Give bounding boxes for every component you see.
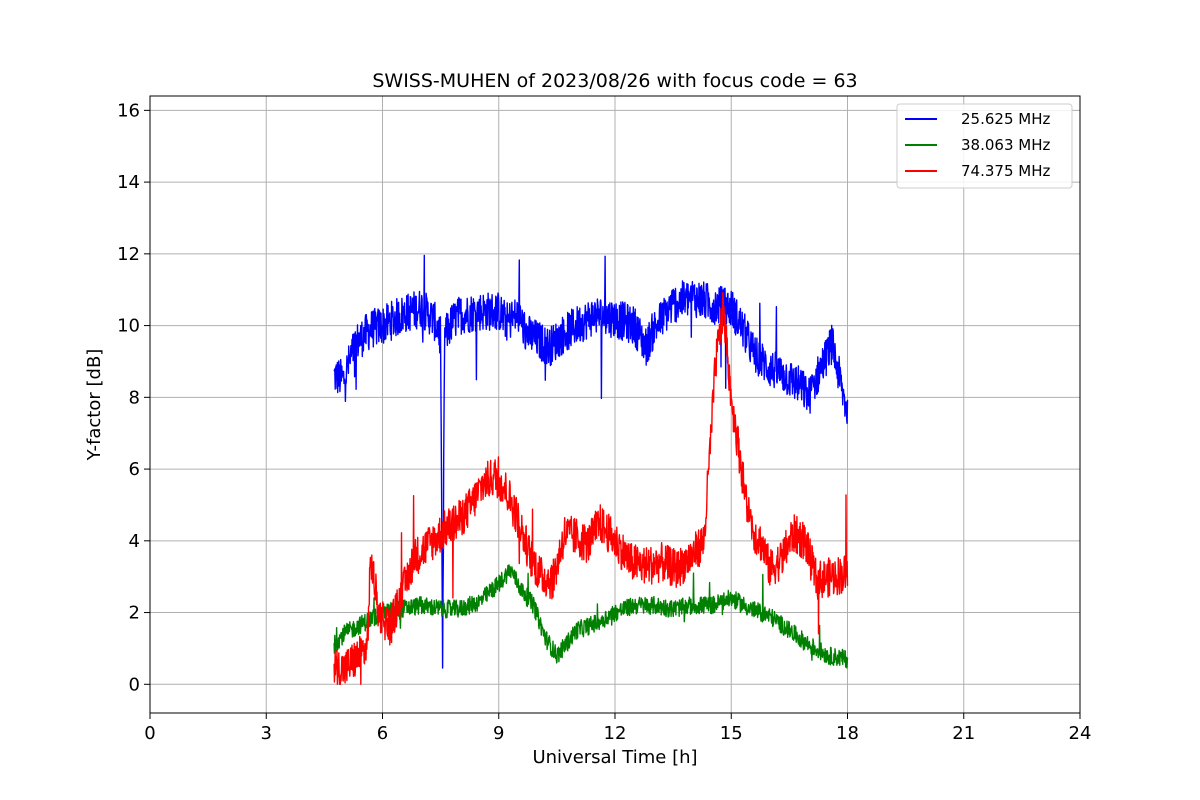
x-tick-label: 21: [952, 723, 975, 744]
x-tick-label: 3: [261, 723, 272, 744]
legend-entry: 74.375 MHz: [961, 162, 1050, 180]
x-tick-label: 6: [377, 723, 388, 744]
y-tick-label: 4: [129, 531, 140, 552]
series-line-1: [333, 254, 849, 669]
y-tick-label: 2: [129, 603, 140, 624]
legend: 25.625 MHz 38.063 MHz 74.375 MHz: [896, 103, 1073, 189]
x-axis: 0 3 6 9 12 15 18 21 24: [144, 713, 1091, 744]
y-tick-label: 6: [129, 459, 140, 480]
legend-entry: 38.063 MHz: [961, 136, 1050, 154]
y-axis-label: Y-factor [dB]: [84, 349, 105, 462]
legend-entry: 25.625 MHz: [961, 110, 1050, 128]
x-tick-label: 0: [144, 723, 155, 744]
x-tick-label: 15: [720, 723, 743, 744]
x-tick-label: 18: [836, 723, 859, 744]
series-layer: [333, 254, 849, 685]
y-tick-label: 16: [117, 100, 140, 121]
y-tick-label: 12: [117, 244, 140, 265]
legend-box: [896, 103, 1073, 189]
y-tick-label: 8: [129, 387, 140, 408]
y-axis: 0 2 4 6 8 10 12 14 16: [117, 100, 150, 695]
y-tick-label: 10: [117, 316, 140, 337]
x-tick-label: 24: [1069, 723, 1092, 744]
x-axis-label: Universal Time [h]: [532, 747, 697, 768]
chart-title: SWISS-MUHEN of 2023/08/26 with focus cod…: [372, 70, 857, 92]
y-tick-label: 0: [129, 674, 140, 695]
x-tick-label: 12: [604, 723, 627, 744]
y-tick-label: 14: [117, 172, 140, 193]
x-tick-label: 9: [493, 723, 504, 744]
